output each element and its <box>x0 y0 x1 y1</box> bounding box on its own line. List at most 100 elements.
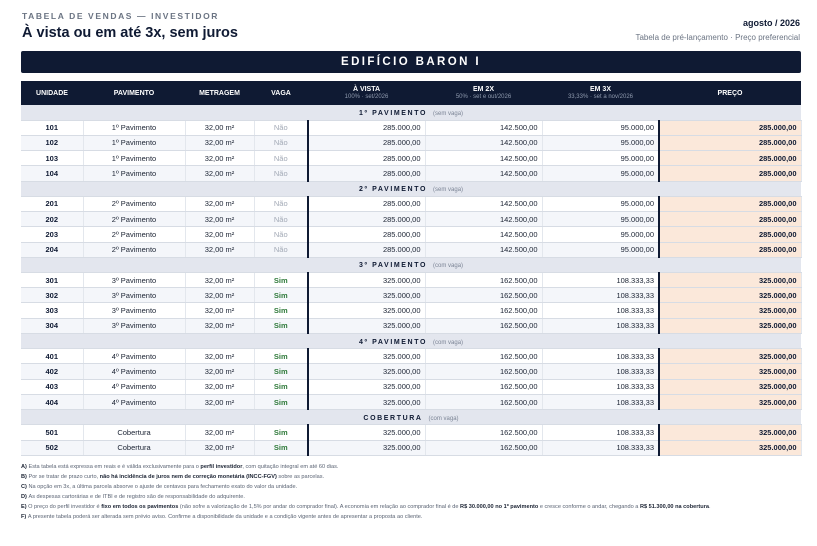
cell-unidade: 502 <box>21 440 84 456</box>
cell-unidade: 302 <box>21 287 84 304</box>
cell-preco: 285.000,00 <box>658 135 802 152</box>
footnote: A) Esta tabela está expressa em reais e … <box>21 463 801 471</box>
footnote-emphasis: B) <box>21 474 29 480</box>
cell-vaga: Sim <box>254 424 309 441</box>
cell-unidade: 204 <box>21 242 84 258</box>
cell-vaga: Não <box>254 242 309 258</box>
cell-em2x: 142.500,00 <box>425 150 543 167</box>
cell-preco: 285.000,00 <box>658 150 802 167</box>
footnote-emphasis: A) <box>21 464 29 470</box>
footnotes: A) Esta tabela está expressa em reais e … <box>21 463 801 523</box>
cell-em3x: 108.333,33 <box>542 379 660 395</box>
cell-em3x: 95.000,00 <box>542 135 660 152</box>
building-banner: EDIFÍCIO BARON I <box>21 51 801 73</box>
table-row: 204 2º Pavimento 32,00 m² Não 285.000,00 142.… <box>21 242 802 258</box>
footnote-text: , com quitação integral em até 60 dias. <box>242 464 339 470</box>
cell-preco: 325.000,00 <box>658 363 802 380</box>
cell-unidade: 101 <box>21 120 84 136</box>
cell-em2x: 142.500,00 <box>425 120 543 136</box>
cell-pavimento: Cobertura <box>83 440 186 456</box>
cell-unidade: 403 <box>21 379 84 395</box>
col-header-avista-label: À VISTA <box>352 86 381 93</box>
col-header-metragem: METRAGEM <box>185 81 254 105</box>
table-row: 102 1º Pavimento 32,00 m² Não 285.000,00 142.… <box>21 135 802 152</box>
cell-pavimento: 2º Pavimento <box>83 242 186 258</box>
price-table: UNIDADE PAVIMENTO METRAGEM VAGA À VISTA … <box>21 81 802 456</box>
cell-vaga: Não <box>254 226 309 243</box>
cell-vaga: Sim <box>254 440 309 456</box>
col-header-em3x-sub: 33,33% · set a nov/2026 <box>567 94 634 100</box>
cell-em3x: 95.000,00 <box>542 211 660 228</box>
section-note: (sem vaga) <box>433 110 464 117</box>
footnote-emphasis: D) <box>21 494 29 500</box>
cell-vaga: Não <box>254 135 309 152</box>
cell-vaga: Não <box>254 165 309 182</box>
cell-em3x: 95.000,00 <box>542 120 660 136</box>
cell-preco: 285.000,00 <box>658 165 802 182</box>
footnote-text: Por se tratar de prazo curto, <box>28 474 100 480</box>
cell-metragem: 32,00 m² <box>185 242 255 258</box>
cell-em3x: 95.000,00 <box>542 226 660 243</box>
cell-preco: 285.000,00 <box>658 242 802 258</box>
table-row: 304 3º Pavimento 32,00 m² Sim 325.000,00 162.… <box>21 318 802 335</box>
cell-avista: 285.000,00 <box>307 226 426 243</box>
cell-unidade: 301 <box>21 272 84 289</box>
cell-vaga: Sim <box>254 363 309 380</box>
section-header-cell: 4º PAVIMENTO (com vaga) <box>21 333 801 350</box>
cell-em2x: 142.500,00 <box>425 196 543 212</box>
footnote-emphasis: F) <box>21 514 28 520</box>
col-header-pavimento: PAVIMENTO <box>83 81 185 105</box>
cell-em3x: 108.333,33 <box>542 348 660 365</box>
cell-em3x: 108.333,33 <box>542 440 660 456</box>
cell-em2x: 162.500,00 <box>425 348 543 365</box>
table-row: 104 1º Pavimento 32,00 m² Não 285.000,00 142.… <box>21 165 802 182</box>
cell-unidade: 202 <box>21 211 84 228</box>
cell-metragem: 32,00 m² <box>185 120 255 136</box>
cell-pavimento: 4º Pavimento <box>83 379 186 395</box>
cell-em3x: 95.000,00 <box>542 165 660 182</box>
cell-avista: 325.000,00 <box>307 348 426 365</box>
cell-em2x: 162.500,00 <box>425 318 543 335</box>
footnote-text: (não sofre a valorização de 1,5% por and… <box>178 504 461 510</box>
cell-unidade: 501 <box>21 424 84 441</box>
cell-metragem: 32,00 m² <box>185 135 255 152</box>
cell-preco: 325.000,00 <box>658 302 802 319</box>
footnote-emphasis: perfil investidor <box>200 464 243 470</box>
document-title: À vista ou em até 3x, sem juros <box>22 25 238 41</box>
footnote-text: O preço do perfil investidor é <box>28 504 102 510</box>
cell-preco: 325.000,00 <box>658 379 802 395</box>
cell-em2x: 142.500,00 <box>425 135 543 152</box>
table-row: 404 4º Pavimento 32,00 m² Sim 325.000,00 162.… <box>21 394 802 411</box>
cell-pavimento: 1º Pavimento <box>83 135 186 152</box>
cell-metragem: 32,00 m² <box>185 348 255 365</box>
table-row: 103 1º Pavimento 32,00 m² Não 285.000,00 142.… <box>21 150 802 167</box>
footnote: D) As despesas cartorárias e de ITBI e d… <box>21 493 801 501</box>
cell-metragem: 32,00 m² <box>185 318 255 335</box>
table-row: 303 3º Pavimento 32,00 m² Sim 325.000,00 162.… <box>21 302 802 319</box>
section-note: (com vaga) <box>428 415 459 422</box>
cell-em3x: 108.333,33 <box>542 394 660 411</box>
cell-metragem: 32,00 m² <box>185 287 255 304</box>
cell-em3x: 108.333,33 <box>542 424 660 441</box>
section-note: (com vaga) <box>433 339 464 346</box>
footnote-text: e cresce conforme o andar, chegando a <box>538 504 640 510</box>
table-header-row: UNIDADE PAVIMENTO METRAGEM VAGA À VISTA … <box>21 81 801 105</box>
cell-pavimento: 4º Pavimento <box>83 394 186 411</box>
cell-avista: 325.000,00 <box>307 287 426 304</box>
cell-avista: 285.000,00 <box>307 135 426 152</box>
cell-unidade: 401 <box>21 348 84 365</box>
section-row: 1º PAVIMENTO (sem vaga) <box>21 105 801 121</box>
cell-pavimento: 2º Pavimento <box>83 226 186 243</box>
cell-em3x: 108.333,33 <box>542 272 660 289</box>
cell-em3x: 95.000,00 <box>542 242 660 258</box>
cell-em2x: 162.500,00 <box>425 394 543 411</box>
cell-preco: 325.000,00 <box>658 440 802 456</box>
table-body: 1º PAVIMENTO (sem vaga) 101 1º Pavimento 32,… <box>21 105 802 456</box>
cell-em2x: 142.500,00 <box>425 211 543 228</box>
cell-pavimento: 3º Pavimento <box>83 302 186 319</box>
document-subtitle: Tabela de pré-lançamento · Preço prefere… <box>635 33 800 42</box>
footnote-emphasis: R$ 30.000,00 no 1º pavimento <box>460 504 539 510</box>
cell-vaga: Não <box>254 211 309 228</box>
col-header-em2x-sub: 50% · set e out/2026 <box>455 94 512 100</box>
table-row: 202 2º Pavimento 32,00 m² Não 285.000,00 142.… <box>21 211 802 228</box>
